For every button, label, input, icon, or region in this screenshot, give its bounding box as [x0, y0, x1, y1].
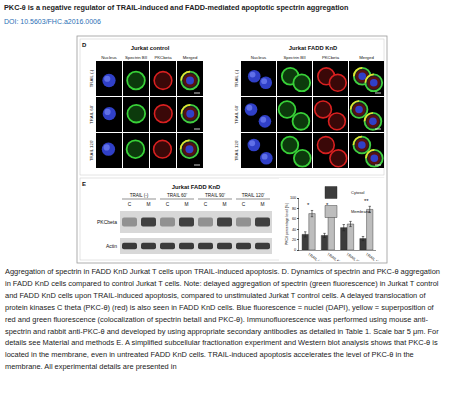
svg-text:**: ** [364, 198, 369, 204]
svg-text:M: M [261, 202, 265, 207]
svg-text:PKCbeta: PKCbeta [322, 55, 340, 60]
svg-text:DOI: 10.5603/FHC.a2016.0006: DOI: 10.5603/FHC.a2016.0006 [4, 18, 101, 25]
svg-text:TRAIL 120': TRAIL 120' [365, 252, 383, 261]
svg-text:Merged: Merged [359, 55, 374, 60]
svg-text:TRAIL 60': TRAIL 60' [234, 105, 239, 124]
html-text:Aggregation of spectrin in FAD: Aggregation of spectrin in FADD KnD Jurk… [5, 267, 440, 372]
svg-text:*: * [307, 202, 310, 208]
svg-text:TRAIL 60': TRAIL 60' [326, 252, 342, 261]
svg-text:PKCbeta: PKCbeta [154, 55, 172, 60]
svg-text:60: 60 [292, 217, 296, 221]
svg-text:Jurkat FADD KnD: Jurkat FADD KnD [289, 45, 337, 51]
svg-text:C: C [166, 202, 170, 207]
svg-text:0: 0 [294, 248, 296, 252]
svg-text:C: C [242, 202, 246, 207]
svg-text:TRAIL (-): TRAIL (-) [130, 193, 149, 198]
svg-text:Cytosol: Cytosol [351, 190, 364, 195]
svg-text:E: E [82, 181, 86, 187]
svg-text:Nucleus: Nucleus [101, 55, 117, 60]
svg-text:TRAIL 90': TRAIL 90' [205, 193, 225, 198]
svg-text:Jurkat control: Jurkat control [131, 45, 170, 51]
svg-text:TRAIL 120': TRAIL 120' [89, 140, 94, 161]
svg-text:Membrane: Membrane [351, 209, 371, 214]
svg-text:PKCθ percentage level (%): PKCθ percentage level (%) [285, 203, 289, 245]
svg-text:Actin: Actin [106, 243, 117, 249]
svg-text:TRAIL 60': TRAIL 60' [89, 105, 94, 124]
svg-text:D: D [82, 42, 87, 48]
svg-text:Spectrin BII: Spectrin BII [125, 55, 147, 60]
svg-text:TRAIL (-): TRAIL (-) [89, 69, 94, 87]
svg-text:TRAIL 120': TRAIL 120' [242, 193, 265, 198]
svg-text:PKC-θ is a negative regulator: PKC-θ is a negative regulator of TRAIL-i… [4, 3, 349, 12]
svg-text:100: 100 [290, 196, 296, 200]
svg-text:M: M [223, 202, 227, 207]
svg-text:Spectrin BII: Spectrin BII [283, 55, 305, 60]
svg-text:80: 80 [292, 207, 296, 211]
svg-text:TRAIL 60': TRAIL 60' [167, 193, 187, 198]
svg-text:TRAIL 90': TRAIL 90' [345, 252, 361, 261]
svg-text:*: * [326, 202, 329, 208]
svg-text:PKCbeta: PKCbeta [97, 219, 117, 225]
svg-text:TRAIL (-): TRAIL (-) [307, 252, 323, 261]
svg-text:TRAIL (-): TRAIL (-) [234, 69, 239, 87]
svg-text:M: M [185, 202, 189, 207]
svg-text:C: C [204, 202, 208, 207]
svg-text:Merged: Merged [183, 55, 198, 60]
svg-text:40: 40 [292, 228, 296, 232]
svg-text:M: M [147, 202, 151, 207]
svg-text:C: C [128, 202, 132, 207]
svg-text:20: 20 [292, 238, 296, 242]
svg-text:TRAIL 120': TRAIL 120' [234, 140, 239, 161]
svg-text:Nucleus: Nucleus [251, 55, 267, 60]
svg-text:Jurkat FADD KnD: Jurkat FADD KnD [172, 184, 220, 190]
